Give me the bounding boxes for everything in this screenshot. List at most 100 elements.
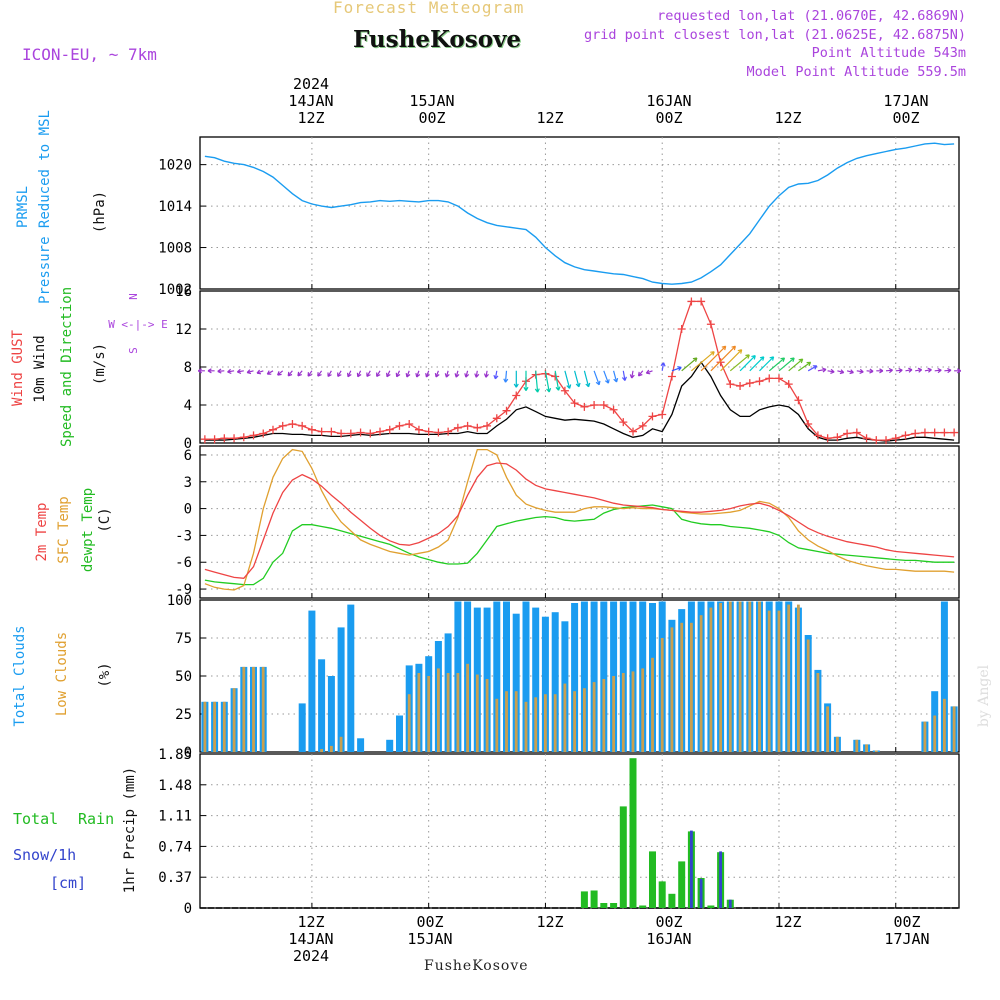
gust-marker <box>249 431 258 440</box>
low-cloud-bar <box>446 673 450 752</box>
wind-direction-arrow <box>197 368 205 374</box>
total-label: Total <box>13 810 59 828</box>
top-time-label: 12Z <box>774 109 802 127</box>
wind-direction-arrow <box>395 370 401 378</box>
total-cloud-bar <box>541 616 549 752</box>
wind-direction-arrow <box>846 369 854 375</box>
wind-direction-arrow <box>729 354 750 372</box>
gust-marker <box>784 380 793 389</box>
low-cloud-bar <box>592 682 596 752</box>
pressure-line <box>204 142 955 285</box>
low-cloud-bar <box>690 622 693 752</box>
requested-lonlat: requested lon,lat (21.0670E, 42.6869N) <box>657 8 966 24</box>
wind-direction-arrow <box>637 370 644 377</box>
wind-direction-arrow <box>434 370 440 378</box>
total-cloud-bar <box>396 715 403 752</box>
rain-label: Rain <box>78 810 115 828</box>
gust-marker <box>239 433 248 442</box>
total-cloud-bar <box>600 601 608 752</box>
pressure-ytick-label: 1002 <box>158 282 192 298</box>
wind-direction-arrow <box>778 357 795 372</box>
wind-direction-arrow <box>827 368 835 374</box>
gust-marker <box>638 421 647 430</box>
clouds-ytick-label: 75 <box>175 631 192 647</box>
gust-marker <box>259 429 268 438</box>
wind-direction-arrow <box>603 370 610 384</box>
clouds-ytick-label: 50 <box>175 669 192 685</box>
gust-marker <box>268 425 277 434</box>
low-cloud-bar <box>719 603 722 752</box>
total-cloud-bar <box>522 601 530 752</box>
total-cloud-bar <box>512 613 520 752</box>
low-cloud-bar <box>641 668 645 752</box>
gust-marker <box>434 428 443 437</box>
low-cloud-bar <box>252 666 255 752</box>
wind-direction-arrow <box>564 370 572 389</box>
location-title: FusheKosove <box>353 26 522 53</box>
low-cloud-bar <box>952 706 956 752</box>
wind-direction-arrow <box>759 356 775 372</box>
low-cloud-bar <box>417 673 421 752</box>
top-time-label: 17JAN 00Z <box>883 92 929 127</box>
low-cloud-bar <box>943 698 946 752</box>
wind-direction-arrow <box>493 370 499 380</box>
total-cloud-bar <box>347 604 355 752</box>
rain-bar <box>707 905 715 908</box>
total-cloud-bar <box>551 612 559 752</box>
low-cloud-bar <box>777 610 781 752</box>
wind-direction-arrow <box>574 370 581 388</box>
clouds-ytick-label: 0 <box>184 745 192 761</box>
gust-marker <box>298 421 307 430</box>
wind-direction-arrow <box>454 370 460 378</box>
gust-marker <box>512 391 521 400</box>
wind-direction-arrow <box>366 370 371 378</box>
wind-direction-arrow <box>768 357 786 372</box>
wind-direction-arrow <box>817 367 827 373</box>
low-cloud-bar <box>728 601 732 752</box>
gust-marker <box>930 428 939 437</box>
wind-direction-arrow <box>807 365 818 372</box>
wind-ytick-label: 8 <box>184 360 192 376</box>
temp-ytick-label: -3 <box>175 528 192 544</box>
wind-direction-arrow <box>613 370 619 383</box>
low-cloud-bar <box>651 657 654 752</box>
wind-direction-arrow <box>474 370 480 378</box>
total-cloud-bar <box>318 659 326 752</box>
low-cloud-bar <box>505 691 508 752</box>
low-cloud-bar <box>806 639 810 752</box>
precip-ytick-label: 1.48 <box>158 778 192 794</box>
rain-bar <box>639 905 647 908</box>
wind-direction-arrow <box>700 345 727 372</box>
gust-marker <box>736 382 745 390</box>
gust-marker <box>706 320 715 329</box>
gust-marker <box>414 425 423 434</box>
total-cloud-bar <box>940 601 948 752</box>
low-cloud-bar <box>466 663 469 752</box>
bottom-time-label: 00Z 17JAN <box>884 913 930 948</box>
wind-ytick-label: 12 <box>175 322 192 338</box>
gust-marker <box>473 423 482 432</box>
total-cloud-bar <box>327 676 335 752</box>
low-cloud-bar <box>923 721 927 752</box>
gust-marker <box>940 428 949 437</box>
wind-direction-arrow <box>954 368 962 374</box>
low-cloud-bar <box>330 745 333 752</box>
total-cloud-bar <box>571 603 579 752</box>
rain-bar <box>619 806 627 908</box>
gust-marker <box>852 428 861 437</box>
gust-marker <box>813 431 822 440</box>
rain-bar <box>590 890 598 908</box>
gust-marker <box>891 434 900 443</box>
gust-marker <box>911 429 920 438</box>
wind-direction-arrow <box>277 370 284 376</box>
gust-marker <box>424 427 433 436</box>
gust-marker <box>697 297 706 306</box>
low-cloud-bar <box>427 676 431 752</box>
low-cloud-bar <box>767 610 771 752</box>
temp-ytick-label: -6 <box>175 555 192 571</box>
snow-bar <box>728 899 732 908</box>
gust-marker <box>677 325 686 333</box>
wind-direction-arrow <box>671 366 682 372</box>
sfc-temp-line <box>204 448 955 591</box>
wind-speed-line <box>204 361 955 442</box>
